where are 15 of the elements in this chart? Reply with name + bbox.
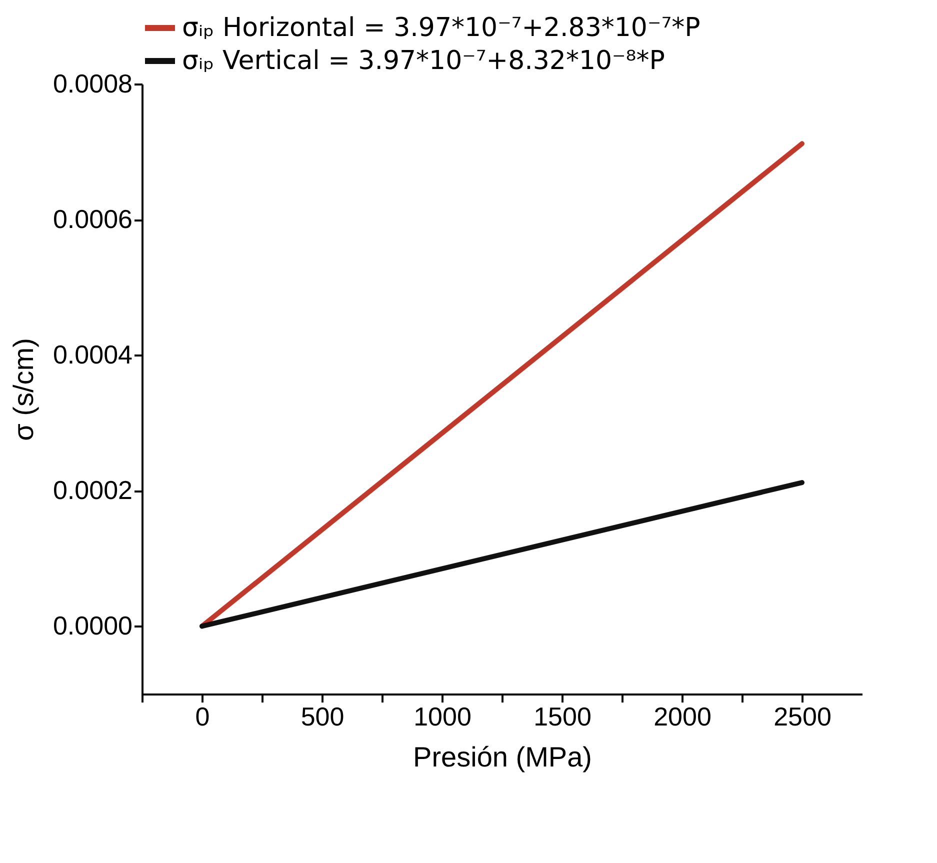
y-tick-label: 0.0006 [52,204,132,234]
x-tick-label: 1500 [534,702,592,732]
y-tick-label: 0.0004 [52,340,132,370]
y-tick-label: 0.0002 [52,475,132,506]
x-tick-label: 500 [300,702,344,732]
legend-label: σᵢₚ Horizontal = 3.97*10⁻⁷+2.83*10⁻⁷*P [182,13,700,43]
y-tick-label: 0.0008 [52,68,132,98]
x-tick-label: 0 [195,702,210,732]
x-tick-label: 2000 [654,702,712,732]
x-axis-title: Presión (MPa) [413,742,592,772]
x-tick-label: 1000 [414,702,472,732]
legend-label: σᵢₚ Vertical = 3.97*10⁻⁷+8.32*10⁻⁸*P [182,46,665,76]
x-tick-label: 2500 [774,702,832,732]
y-tick-label: 0.0000 [52,610,132,641]
y-axis-title: σ (s/cm) [8,338,39,441]
